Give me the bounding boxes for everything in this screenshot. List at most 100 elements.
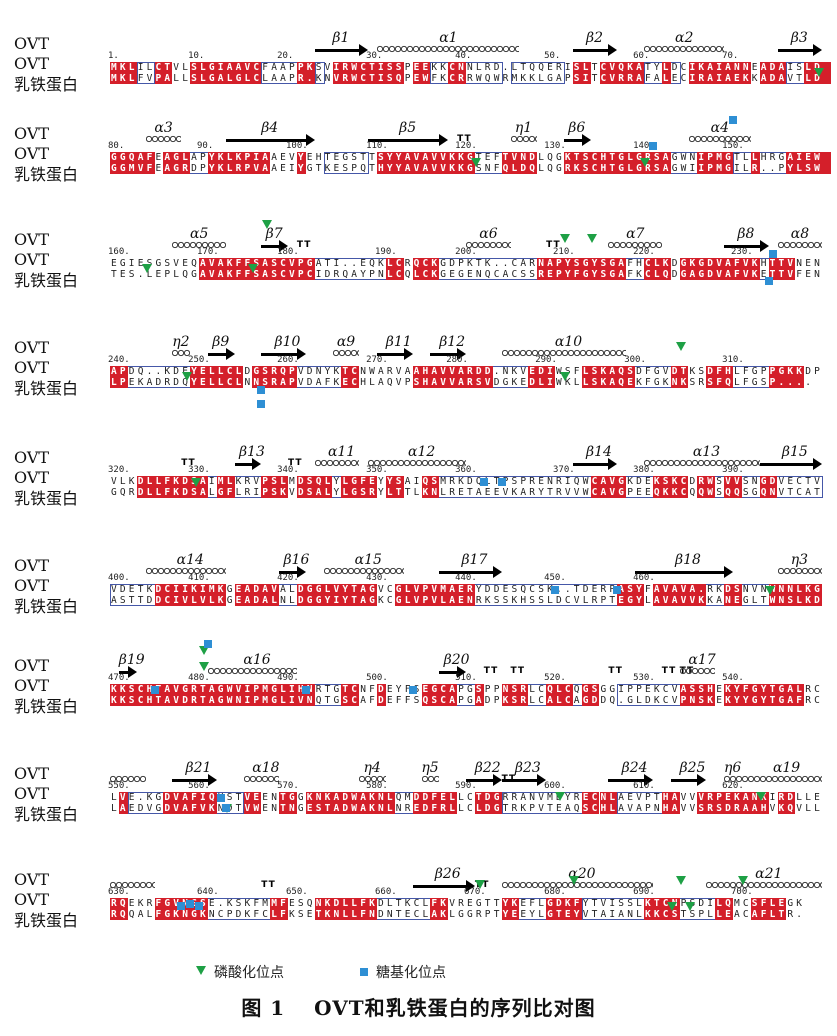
secondary-structure: β19α16β20TTTTTTTTTTα17 [110,652,822,680]
ss-label: β26 [434,866,461,882]
identity-block [243,792,262,814]
turn-label: TT [181,458,196,468]
ss-label: β17 [461,552,488,568]
identity-block [750,898,787,920]
identity-block [644,258,671,280]
position-ruler: 470. 480. 490. 500. 510. 520. 530. 540. [108,673,822,685]
ruler-tick-label: 80. [108,141,125,151]
alignment-block: OVTOVT乳铁蛋白β19α16β20TTTTTTTTTTα17470.480.… [0,640,837,748]
sequence-pair: LVE.KGDVAFIQHSTVEENTGGKNKADWAKNLQMDDFELL… [111,792,820,814]
identity-block [110,62,137,84]
identity-block [537,258,627,280]
ss-label: α6 [479,226,498,242]
ss-label: β23 [514,760,541,776]
row-label-ovt: OVT [14,358,50,377]
ruler-tick-label: 290. [535,355,557,365]
row-label-ovt-structure: OVT [14,230,50,249]
ruler-tick-label: 520. [544,673,566,683]
ruler-tick-label: 250. [188,355,210,365]
glycosylation-site-marker [729,116,737,124]
beta-strand-arrow [439,666,466,678]
phosphorylation-site-marker [199,662,210,671]
alpha-helix-coil [332,348,360,358]
ruler-tick-label: 50. [544,51,561,61]
phosphorylation-site-marker [666,902,677,911]
beta-strand-arrow [608,774,653,786]
glycosylation-site-marker [203,640,212,648]
ruler-tick-label: 1. [108,51,119,61]
ss-label: β8 [737,226,755,242]
glycosylation-site-marker [497,478,506,486]
secondary-structure: α3 β4 β5 TT η1 β6 α4 [110,120,822,148]
ruler-tick-label: 310. [722,355,744,365]
ss-label: α5 [190,226,209,242]
ss-label: β21 [185,760,212,776]
identity-block [412,62,431,84]
beta-strand-arrow [225,134,315,146]
identity-block [768,258,796,280]
identity-block [332,62,404,84]
beta-strand-arrow [118,666,137,678]
beta-strand-arrow [368,134,449,146]
identity-block [501,684,529,706]
glycosylation-site-marker [195,902,203,910]
position-ruler: 630. 640. 650. 660. 670. 680. 690. 700. [108,887,822,899]
ruler-tick-label: 150. [722,141,744,151]
position-ruler: 1. 10. 20. 30. 40. 50. 60. 70. [108,51,822,63]
ruler-tick-label: 200. [455,247,477,257]
ss-label: α8 [790,226,810,242]
phosphorylation-site-marker [248,264,259,273]
alpha-helix-coil [644,44,725,54]
alpha-helix-coil [377,44,520,54]
identity-block [697,476,716,498]
glyco-legend-icon [360,968,368,976]
glycosylation-site-marker [769,250,778,258]
alignment-block: OVT OVT 乳铁蛋白 α3 β4 β5 TT η1 β6 α4 80. 90. 100. 110. 12… [0,116,837,216]
ss-label: η6 [724,760,742,776]
ruler-tick-label: 680. [544,887,566,897]
ruler-tick-label: 350. [366,465,388,475]
position-ruler: 550. 560. 570. 580. 590. 600. 610. 620. [108,781,822,793]
ruler-tick-label: 100. [286,141,308,151]
row-label-lactoferrin: 乳铁蛋白 [14,805,79,824]
identity-block [430,898,449,920]
phosphorylation-site-marker [261,220,272,229]
ss-label: α2 [675,30,694,46]
alpha-helix-coil [777,566,822,576]
turn-label: TT [483,666,499,676]
ss-label: α7 [626,226,645,242]
similarity-box [323,152,370,174]
ruler-tick-label: 340. [277,465,299,475]
phosphorylation-site-marker [764,586,775,595]
ruler-tick-label: 640. [197,887,219,897]
row-label-ovt-structure: OVT [14,556,50,575]
alpha-helix-coil [323,566,404,576]
identity-block [341,366,360,388]
identity-block [715,898,733,920]
identity-block [617,584,644,606]
row-label-lactoferrin: 乳铁蛋白 [14,697,79,716]
identity-block [296,476,333,498]
ss-label: η3 [790,552,809,568]
figure-caption: 图 1 OVT和乳铁蛋白的序列比对图 [241,996,596,1020]
ruler-tick-label: 220. [633,247,655,257]
turn-label: TT [510,666,525,676]
ruler-tick-label: 240. [108,355,130,365]
identity-block [670,366,689,388]
beta-strand-arrow [314,44,369,56]
phosphorylation-site-marker [141,264,152,273]
beta-strand-arrow [466,774,502,786]
alpha-helix-coil [145,134,182,144]
turn-label: TT [288,458,303,468]
identity-block [581,684,600,706]
row-label-lactoferrin: 乳铁蛋白 [14,597,79,616]
identity-block [448,62,466,84]
phosphorylation-site-marker [190,478,201,487]
ruler-tick-label: 210. [553,247,575,257]
similarity-box [314,62,325,84]
ss-label: β2 [586,30,604,46]
alpha-helix-coil [110,774,146,784]
